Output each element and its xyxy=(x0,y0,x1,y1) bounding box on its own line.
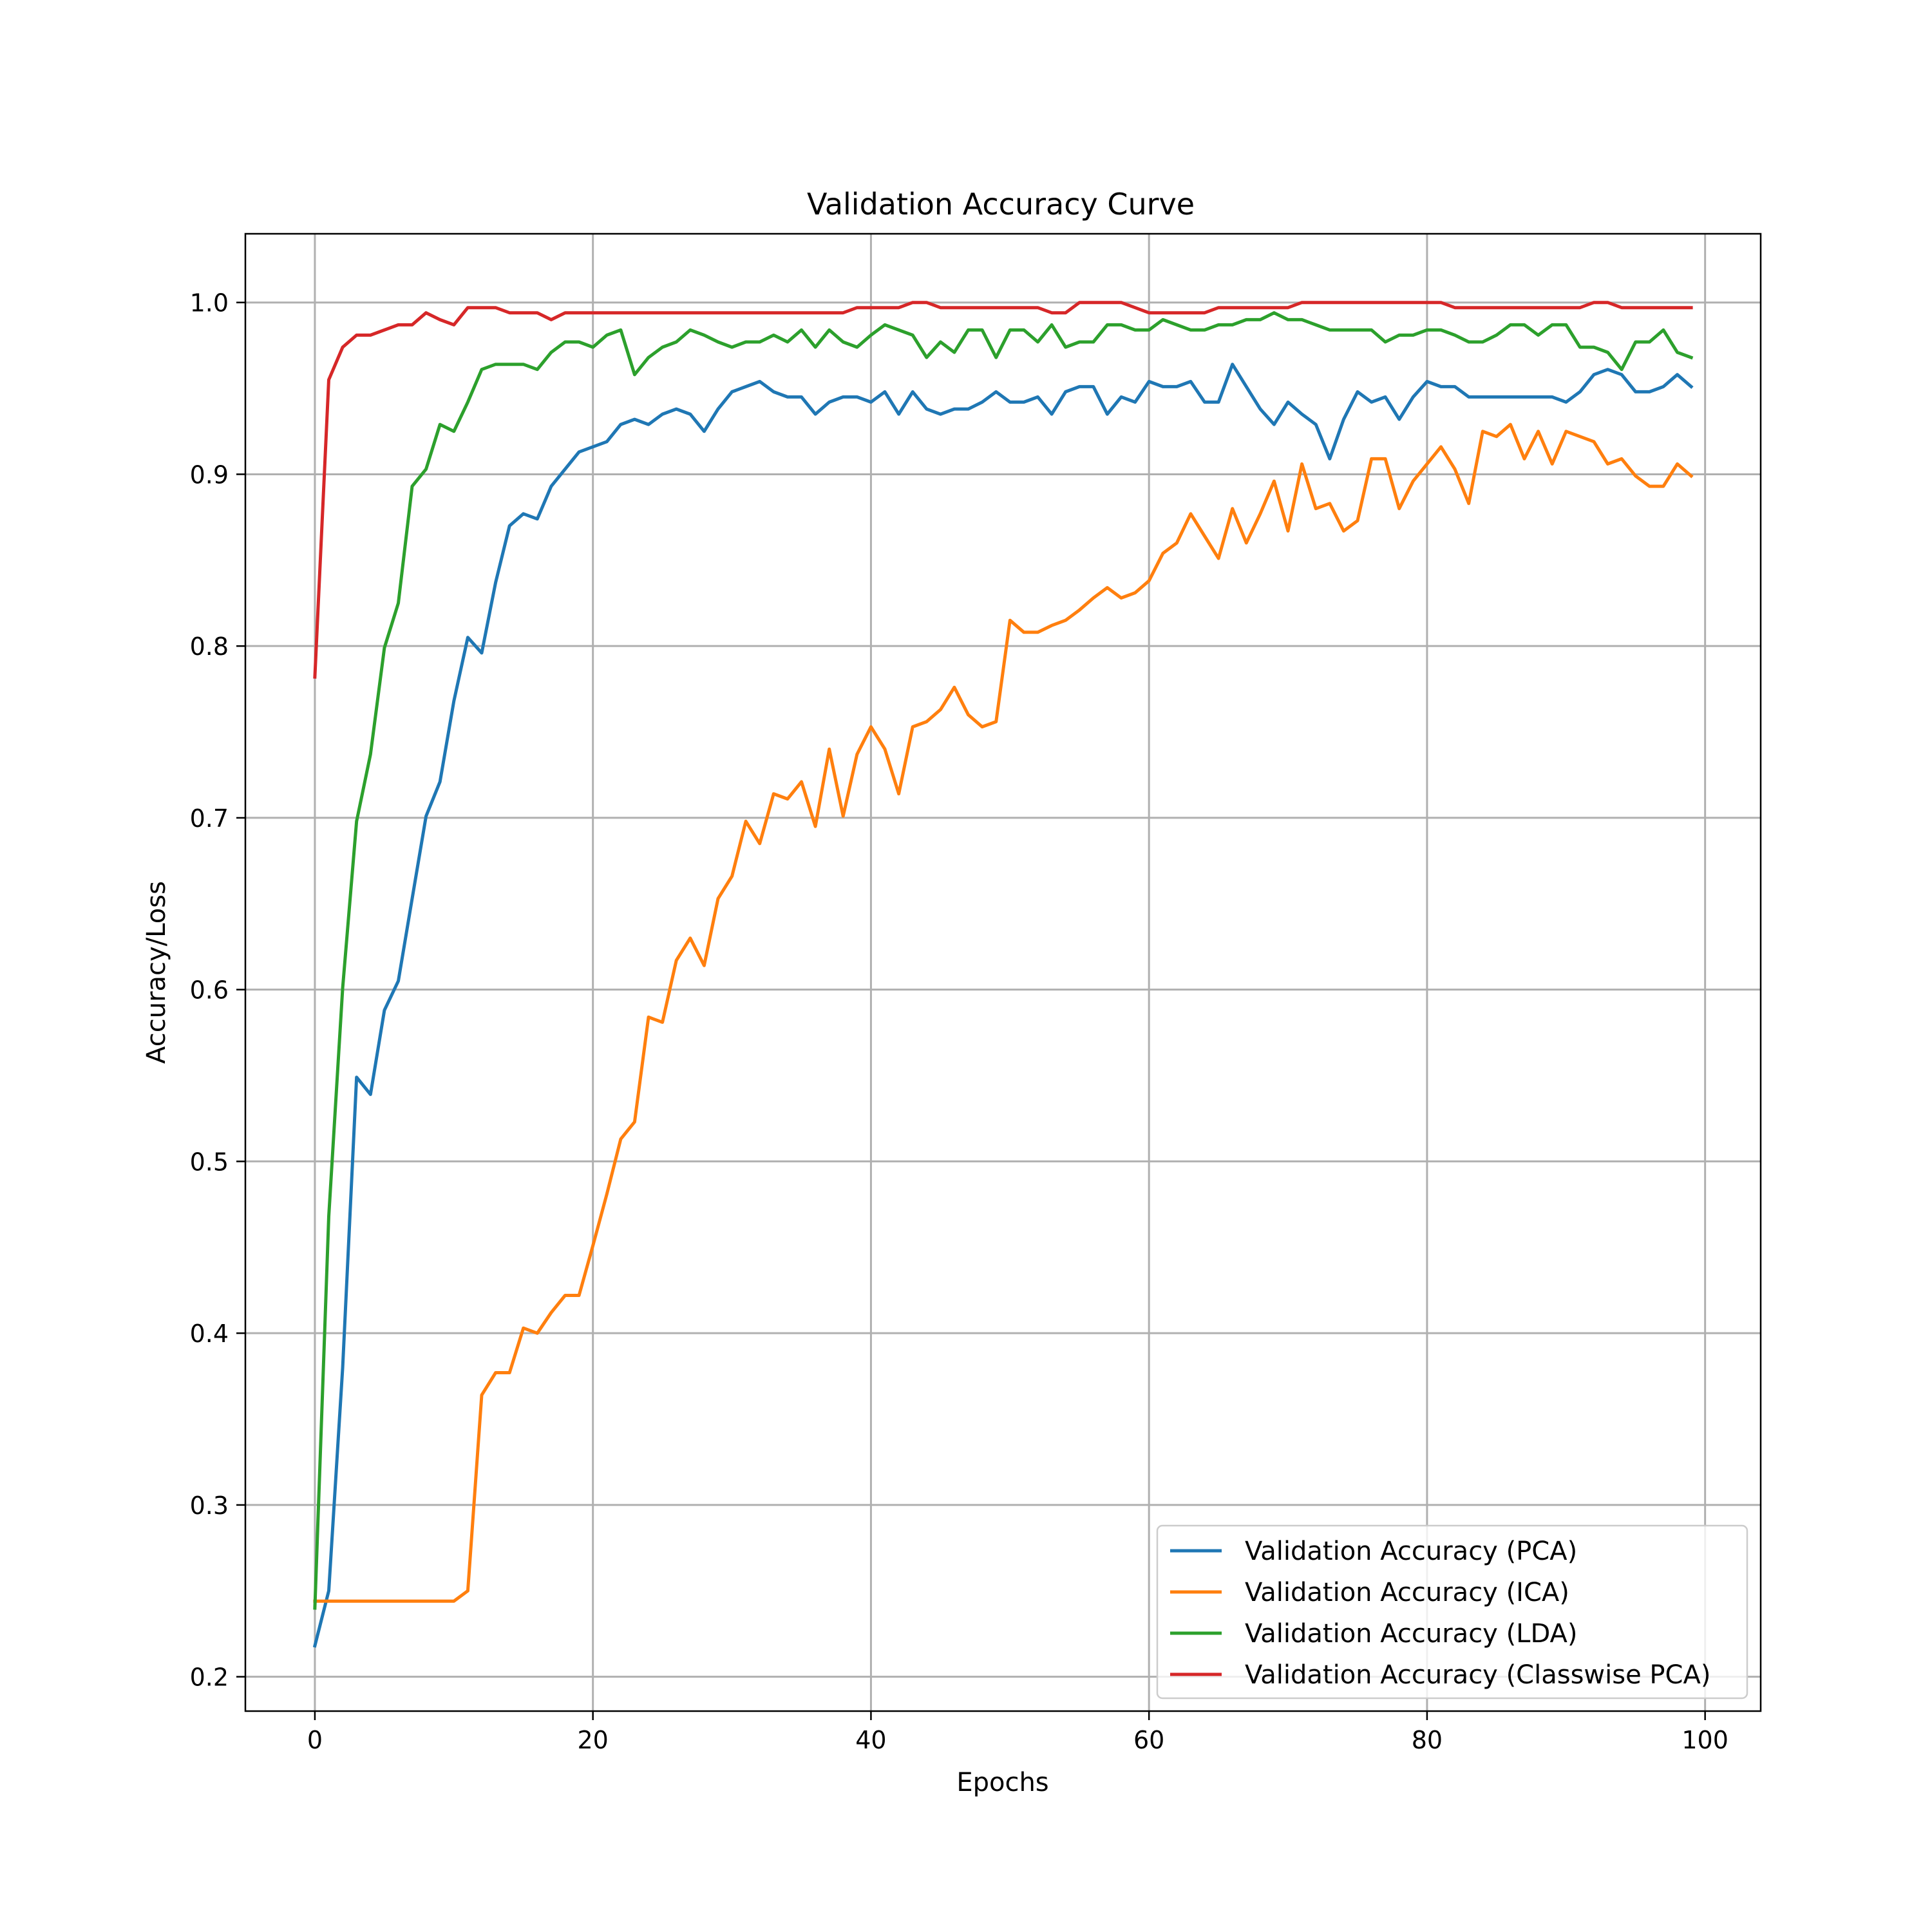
y-tick-label: 0.8 xyxy=(190,632,229,661)
chart-title: Validation Accuracy Curve xyxy=(807,187,1195,222)
y-tick-label: 0.5 xyxy=(190,1148,229,1176)
x-tick-label: 20 xyxy=(577,1726,608,1754)
plot-area-frame xyxy=(244,232,1762,1712)
x-tick-label: 40 xyxy=(855,1726,886,1754)
series-line-2 xyxy=(313,311,1694,1610)
y-tick-label: 0.2 xyxy=(190,1663,229,1692)
series-line-1 xyxy=(313,422,1694,1603)
x-tick-label: 100 xyxy=(1681,1726,1728,1754)
y-tick-label: 0.9 xyxy=(190,460,229,489)
axis-ticks: 0 20 40 60 80 100 0.2 0.3 0.4 0.5 0.6 0.7 0.8 0.9 1.0 xyxy=(190,289,1728,1754)
series-line-0 xyxy=(312,363,1694,1648)
series-line-3 xyxy=(313,301,1693,679)
legend-label: Validation Accuracy (ICA) xyxy=(1245,1578,1569,1607)
legend-label: Validation Accuracy (PCA) xyxy=(1245,1537,1577,1566)
legend: Validation Accuracy (PCA) Validation Accu… xyxy=(1156,1524,1748,1700)
y-tick-label: 0.4 xyxy=(190,1320,229,1348)
grid xyxy=(245,234,1761,1711)
series-lines xyxy=(312,301,1694,1648)
y-tick-label: 0.7 xyxy=(190,804,229,833)
y-tick-label: 0.3 xyxy=(190,1492,229,1520)
x-tick-label: 60 xyxy=(1133,1726,1164,1754)
y-axis-label: Accuracy/Loss xyxy=(142,881,171,1064)
x-tick-label: 80 xyxy=(1412,1726,1443,1754)
legend-box xyxy=(1156,1524,1748,1700)
x-axis-label: Epochs xyxy=(956,1768,1048,1797)
legend-label: Validation Accuracy (LDA) xyxy=(1245,1619,1578,1649)
y-tick-label: 0.6 xyxy=(190,976,229,1005)
x-tick-label: 0 xyxy=(307,1726,323,1754)
y-tick-label: 1.0 xyxy=(190,289,229,317)
legend-label: Validation Accuracy (Classwise PCA) xyxy=(1245,1660,1710,1690)
